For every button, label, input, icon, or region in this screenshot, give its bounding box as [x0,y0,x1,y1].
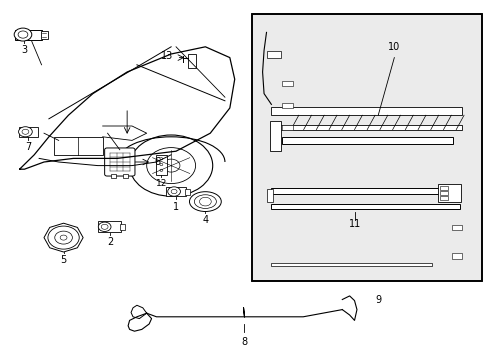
Text: 5: 5 [61,255,66,265]
Bar [439,186,447,190]
Bar [271,204,459,209]
Bar [123,174,128,178]
Bar [282,125,292,130]
Text: 10: 10 [387,42,400,53]
Bar [184,189,189,195]
Bar [271,188,459,194]
Bar [266,51,281,58]
Ellipse shape [189,192,221,211]
Text: 4: 4 [202,215,208,225]
Bar [111,174,116,178]
Text: 12: 12 [155,179,167,188]
Text: 6: 6 [154,157,161,167]
Circle shape [98,222,111,231]
Circle shape [19,127,32,137]
Bar [120,224,125,230]
Circle shape [167,187,180,196]
Bar [251,14,481,281]
Bar [54,137,102,155]
Bar [451,225,461,230]
Bar [166,187,185,196]
Bar [282,103,292,108]
Bar [251,14,481,281]
Bar [282,81,292,86]
Bar [271,125,461,130]
Bar [282,137,452,144]
Bar [439,191,447,195]
Text: 2: 2 [107,237,113,247]
Bar [267,189,273,202]
Circle shape [14,28,32,41]
Bar [188,54,196,68]
Bar [156,155,167,175]
Polygon shape [44,223,83,252]
Bar [19,127,38,137]
Text: 8: 8 [241,337,247,347]
Text: 3: 3 [21,45,27,55]
FancyBboxPatch shape [104,148,135,176]
Text: 7: 7 [25,142,31,152]
Bar [98,221,121,232]
Text: 9: 9 [374,295,381,305]
Text: 1: 1 [173,202,179,212]
Text: 13: 13 [161,51,173,61]
Text: 11: 11 [348,219,361,229]
Bar [271,263,431,266]
Bar [437,184,460,202]
Bar [271,107,461,115]
Bar [15,30,41,40]
Bar [41,31,48,39]
Bar [439,196,447,200]
Bar [451,253,461,259]
Bar [270,121,281,151]
